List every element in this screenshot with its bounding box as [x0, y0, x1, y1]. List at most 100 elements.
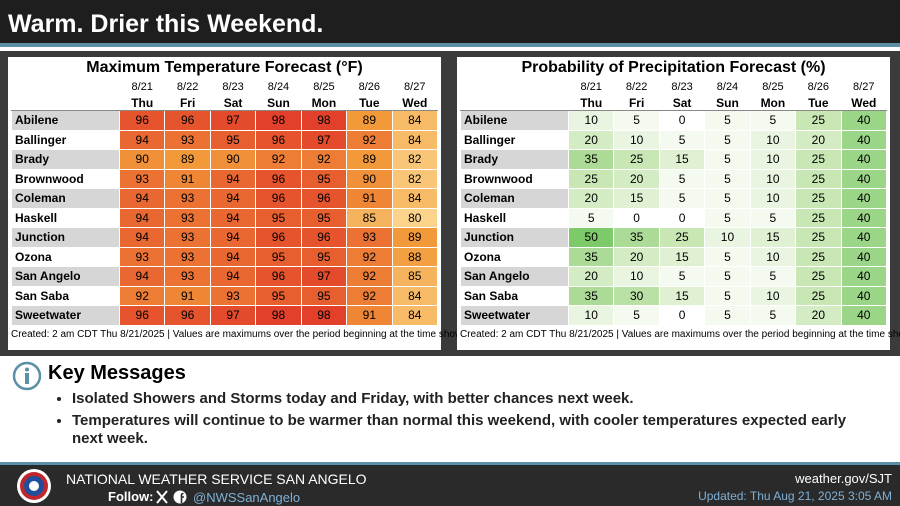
value-cell: 92 — [346, 285, 393, 306]
value-cell: 20 — [567, 266, 615, 287]
value-cell: 97 — [209, 305, 257, 326]
city-row: Brownwood 93 91 94 96 95 90 82 — [11, 168, 439, 189]
day-header: Tue — [795, 94, 842, 111]
value-cell: 96 — [300, 188, 348, 209]
social-handle[interactable]: @NWSSanAngelo — [193, 490, 301, 505]
value-cell: 84 — [391, 110, 439, 131]
day-header: Sun — [704, 94, 751, 111]
value-cell: 15 — [749, 227, 797, 248]
header-title: Warm. Drier this Weekend. — [0, 0, 900, 47]
value-cell: 10 — [567, 110, 615, 131]
value-cell: 95 — [300, 207, 348, 228]
value-cell: 98 — [255, 305, 302, 326]
value-cell: 0 — [658, 305, 706, 326]
city-row: Sweetwater 96 96 97 98 98 91 84 — [11, 305, 439, 326]
day-header: Thu — [567, 94, 615, 111]
website[interactable]: weather.gov/SJT — [795, 471, 892, 486]
city-name: Sweetwater — [11, 305, 120, 326]
city-row: San Angelo 20 10 5 5 5 25 40 — [460, 266, 888, 287]
value-cell: 96 — [255, 188, 302, 209]
value-cell: 5 — [613, 305, 660, 326]
value-cell: 94 — [118, 266, 166, 287]
value-cell: 96 — [164, 110, 211, 131]
city-name: Haskell — [460, 207, 569, 228]
value-cell: 40 — [840, 110, 888, 131]
value-cell: 35 — [567, 149, 615, 170]
date-row: 8/21 8/22 8/23 8/24 8/25 8/26 8/27 — [11, 79, 439, 95]
value-cell: 91 — [164, 285, 211, 306]
value-cell: 35 — [567, 246, 615, 267]
day-header: Sun — [255, 94, 302, 111]
city-name: San Angelo — [11, 266, 120, 287]
value-cell: 96 — [255, 168, 302, 189]
value-cell: 10 — [749, 168, 797, 189]
date-header: 8/21 — [567, 79, 615, 95]
day-header: Sat — [209, 94, 257, 111]
key-message: Temperatures will continue to be warmer … — [72, 412, 850, 448]
value-cell: 90 — [209, 149, 257, 170]
value-cell: 20 — [567, 129, 615, 150]
value-cell: 5 — [749, 305, 797, 326]
day-header: Wed — [391, 94, 439, 111]
city-row: San Saba 35 30 15 5 10 25 40 — [460, 285, 888, 306]
value-cell: 94 — [118, 227, 166, 248]
city-name: Coleman — [11, 188, 120, 209]
city-name: Junction — [460, 227, 569, 248]
blank-cell — [11, 94, 120, 111]
value-cell: 25 — [795, 285, 842, 306]
city-row: San Saba 92 91 93 95 95 92 84 — [11, 285, 439, 306]
value-cell: 5 — [567, 207, 615, 228]
city-row: Ballinger 20 10 5 5 10 20 40 — [460, 129, 888, 150]
city-row: Ozona 93 93 94 95 95 92 88 — [11, 246, 439, 267]
table-note: Created: 2 am CDT Thu 8/21/2025 | Values… — [11, 328, 471, 340]
value-cell: 85 — [391, 266, 439, 287]
value-cell: 80 — [391, 207, 439, 228]
date-header: 8/24 — [704, 79, 751, 95]
date-header: 8/22 — [164, 79, 211, 95]
value-cell: 25 — [795, 168, 842, 189]
forecast-table: 8/21 8/22 8/23 8/24 8/25 8/26 8/27 Thu Fri Sat Sun… — [11, 79, 439, 326]
value-cell: 98 — [255, 110, 302, 131]
value-cell: 20 — [795, 129, 842, 150]
value-cell: 94 — [209, 266, 257, 287]
value-cell: 5 — [749, 110, 797, 131]
value-cell: 84 — [391, 129, 439, 150]
value-cell: 92 — [255, 149, 302, 170]
value-cell: 40 — [840, 246, 888, 267]
city-name: Brownwood — [460, 168, 569, 189]
value-cell: 10 — [749, 129, 797, 150]
forecast-table: 8/21 8/22 8/23 8/24 8/25 8/26 8/27 Thu Fri Sat Sun… — [460, 79, 888, 326]
city-row: Ozona 35 20 15 5 10 25 40 — [460, 246, 888, 267]
value-cell: 89 — [346, 149, 393, 170]
city-name: Junction — [11, 227, 120, 248]
day-row: Thu Fri Sat Sun Mon Tue Wed — [460, 94, 888, 111]
value-cell: 88 — [391, 246, 439, 267]
value-cell: 90 — [118, 149, 166, 170]
value-cell: 93 — [209, 285, 257, 306]
value-cell: 94 — [209, 227, 257, 248]
value-cell: 84 — [391, 285, 439, 306]
value-cell: 20 — [613, 246, 660, 267]
table-title: Probability of Precipitation Forecast (%… — [521, 59, 826, 76]
day-row: Thu Fri Sat Sun Mon Tue Wed — [11, 94, 439, 111]
city-row: Brady 35 25 15 5 10 25 40 — [460, 149, 888, 170]
value-cell: 98 — [300, 110, 348, 131]
city-name: Abilene — [460, 110, 569, 131]
value-cell: 25 — [658, 227, 706, 248]
day-header: Tue — [346, 94, 393, 111]
key-messages-list: Isolated Showers and Storms today and Fr… — [50, 390, 850, 452]
value-cell: 94 — [209, 188, 257, 209]
city-name: San Saba — [460, 285, 569, 306]
value-cell: 95 — [300, 285, 348, 306]
value-cell: 96 — [255, 266, 302, 287]
date-header: 8/23 — [209, 79, 257, 95]
value-cell: 10 — [749, 149, 797, 170]
value-cell: 40 — [840, 129, 888, 150]
value-cell: 5 — [704, 168, 751, 189]
city-row: Coleman 94 93 94 96 96 91 84 — [11, 188, 439, 209]
value-cell: 93 — [164, 246, 211, 267]
value-cell: 82 — [391, 149, 439, 170]
date-header: 8/27 — [391, 79, 439, 95]
value-cell: 0 — [613, 207, 660, 228]
value-cell: 85 — [346, 207, 393, 228]
